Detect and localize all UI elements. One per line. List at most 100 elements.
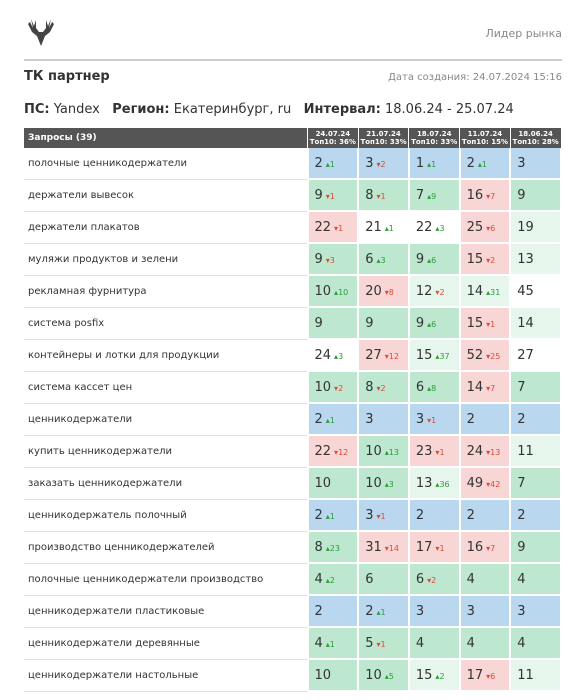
position-cell: 25 ▾6 xyxy=(459,211,512,244)
position-cell: 2 xyxy=(459,403,512,436)
position: 14 xyxy=(517,315,534,331)
position-cell: 2 ▴1 xyxy=(459,148,512,180)
position-cell: 22 ▾1 xyxy=(307,211,360,244)
delta: ▴1 xyxy=(384,223,394,233)
value: 18.06.24 - 25.07.24 xyxy=(385,102,514,117)
query: купить ценникодержатели xyxy=(24,435,309,468)
column-date: 18.06.24 xyxy=(518,130,553,138)
delta: ▴8 xyxy=(427,383,437,393)
position: 24 xyxy=(314,347,332,363)
position-cell: 8 ▾1 xyxy=(358,179,410,212)
position-cell: 4 xyxy=(408,627,461,660)
position: 9 xyxy=(314,187,323,203)
position-cell: 9 ▴6 xyxy=(408,243,461,276)
position: 17 xyxy=(415,539,433,555)
row: ценникодержатели пластиковые 2 2 ▴1 3 3 3 xyxy=(24,595,562,628)
delta: ▴1 xyxy=(376,607,386,617)
position-cell: 9 xyxy=(510,179,562,212)
position-cell: 17 ▾1 xyxy=(408,531,461,564)
position: 2 xyxy=(314,411,323,427)
position: 14 xyxy=(466,379,484,395)
logo xyxy=(28,19,54,46)
row: держатели плакатов 22 ▾1 21 ▴1 22 ▴3 25 ▾6 19 xyxy=(24,211,562,244)
position-cell: 31 ▾14 xyxy=(358,531,410,564)
position-cell: 2 ▴1 xyxy=(307,403,360,436)
positions-table: Запросы (39) 24.07.24 Топ10: 36% 21.07.24 То… xyxy=(24,128,562,692)
position: 4 xyxy=(466,635,475,651)
position-cell: 14 xyxy=(510,307,562,340)
position-cell: 4 xyxy=(459,563,512,596)
position-cell: 9 ▾1 xyxy=(307,179,360,212)
position: 45 xyxy=(517,283,534,299)
position-cell: 10 xyxy=(307,467,360,500)
position: 9 xyxy=(517,539,526,555)
position-cell: 2 xyxy=(510,403,562,436)
position-cell: 4 xyxy=(510,627,562,660)
position: 16 xyxy=(466,187,484,203)
column-header: 24.07.24 Топ10: 36% xyxy=(307,128,359,148)
position-cell: 3 xyxy=(358,403,410,436)
position: 13 xyxy=(517,251,534,267)
query: ценникодержатели пластиковые xyxy=(24,595,309,628)
delta: ▾7 xyxy=(486,383,496,393)
position: 10 xyxy=(365,475,382,491)
delta: ▾1 xyxy=(435,543,445,553)
delta: ▴1 xyxy=(325,511,335,521)
position-cell: 14 ▾7 xyxy=(459,371,512,404)
delta: ▴13 xyxy=(384,447,399,457)
position-cell: 9 xyxy=(510,531,562,564)
label: Интервал: xyxy=(303,102,381,117)
position: 15 xyxy=(415,667,433,683)
position: 4 xyxy=(314,571,323,587)
delta: ▾6 xyxy=(486,671,496,681)
info: ПС: Yandex Регион: Екатеринбург, ru Инте… xyxy=(24,102,514,117)
query: система кассет цен xyxy=(24,371,309,404)
position: 2 xyxy=(415,507,425,523)
position: 10 xyxy=(314,283,332,299)
delta: ▾2 xyxy=(376,383,386,393)
position-cell: 15 ▴2 xyxy=(408,659,461,692)
position: 3 xyxy=(365,411,374,427)
position-cell: 9 xyxy=(307,307,360,340)
position: 49 xyxy=(466,475,484,491)
position: 13 xyxy=(415,475,433,491)
position: 3 xyxy=(365,507,374,523)
delta: ▾12 xyxy=(384,351,399,361)
delta: ▾8 xyxy=(384,287,394,297)
position: 6 xyxy=(415,379,425,395)
position: 1 xyxy=(415,155,425,171)
position: 11 xyxy=(517,667,534,683)
position: 15 xyxy=(415,347,433,363)
position-cell: 13 xyxy=(510,243,562,276)
position-cell: 10 ▾2 xyxy=(307,371,360,404)
delta: ▾7 xyxy=(486,191,496,201)
delta: ▴1 xyxy=(477,159,487,169)
delta: ▴6 xyxy=(427,319,437,329)
delta: ▾1 xyxy=(435,447,445,457)
delta: ▾6 xyxy=(486,223,496,233)
position-cell: 19 xyxy=(510,211,562,244)
position: 12 xyxy=(415,283,433,299)
position-cell: 24 ▾13 xyxy=(459,435,512,468)
delta: ▴1 xyxy=(427,159,437,169)
delta: ▴37 xyxy=(435,351,450,361)
row: система posfix 9 9 9 ▴6 15 ▾1 14 xyxy=(24,307,562,340)
position: 20 xyxy=(365,283,382,299)
position: 19 xyxy=(517,219,534,235)
position: 25 xyxy=(466,219,484,235)
position-cell: 9 xyxy=(358,307,410,340)
divider xyxy=(24,59,562,61)
row: держатели вывесок 9 ▾1 8 ▾1 7 ▴9 16 ▾7 9 xyxy=(24,179,562,212)
query: контейнеры и лотки для продукции xyxy=(24,339,309,372)
position: 8 xyxy=(365,187,374,203)
position-cell: 16 ▾7 xyxy=(459,179,512,212)
column-header: 18.07.24 Топ10: 33% xyxy=(408,128,461,148)
column-header: 18.06.24 Топ10: 28% xyxy=(510,128,562,148)
delta: ▾2 xyxy=(427,575,437,585)
position-cell: 2 xyxy=(459,499,512,532)
position: 3 xyxy=(517,155,526,171)
position: 23 xyxy=(415,443,433,459)
position-cell: 4 ▴1 xyxy=(307,627,360,660)
position: 22 xyxy=(415,219,433,235)
position-cell: 17 ▾6 xyxy=(459,659,512,692)
